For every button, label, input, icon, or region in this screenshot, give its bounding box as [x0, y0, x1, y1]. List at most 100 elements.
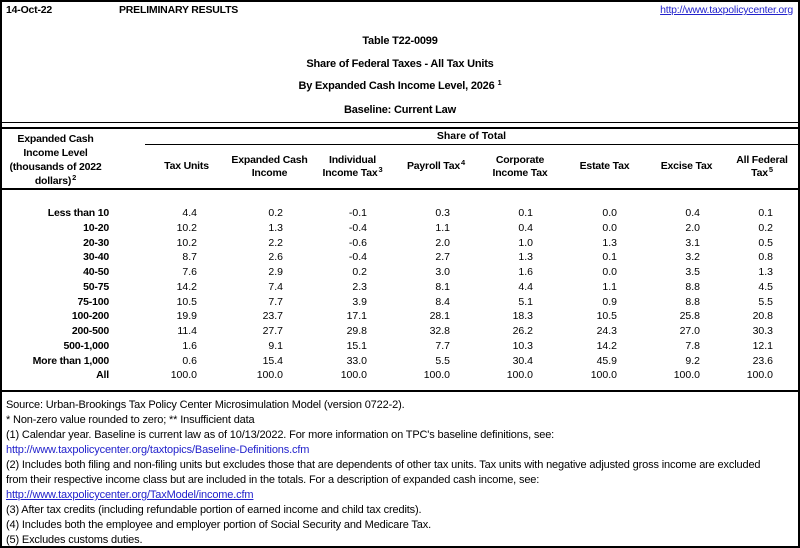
cell-value: -0.4	[348, 251, 367, 264]
cell-value: 1.0	[518, 236, 533, 249]
cell-value: 10.3	[512, 339, 533, 352]
row-label: Less than 10	[47, 207, 109, 219]
cell-value: 2.6	[268, 251, 283, 264]
column-header-excise-tax: Excise Tax	[660, 160, 713, 172]
table-row-75-100: 75-100 10.5 7.7 3.9 8.4 5.1 0.9 8.8 5.5	[2, 295, 798, 310]
cell-value: -0.4	[348, 221, 367, 234]
cell-value: 4.4	[518, 280, 533, 293]
footnote-line: from their respective income class but a…	[6, 474, 540, 486]
cell-value: 100.0	[170, 369, 197, 382]
cell-value: 2.9	[268, 266, 283, 278]
footnote-ref-3: 3	[378, 164, 383, 174]
cell-value: 0.5	[758, 236, 773, 249]
cell-value: 100.0	[506, 369, 533, 382]
cell-value: 14.2	[176, 280, 197, 293]
cell-value: 0.1	[602, 251, 617, 264]
column-header-estate-tax: Estate Tax	[579, 160, 630, 172]
column-header-expanded-cash-income: Expanded Cash Income	[231, 153, 308, 179]
cell-value: 23.7	[262, 310, 283, 323]
cell-value: 5.5	[435, 354, 450, 367]
cell-value: 1.3	[758, 266, 773, 278]
cell-value: 100.0	[423, 369, 450, 382]
table-row-40-50: 40-50 7.6 2.9 0.2 3.0 1.6 0.0 3.5 1.3	[2, 265, 798, 280]
cell-value: 7.4	[268, 280, 283, 293]
column-header-payroll-tax: Payroll Tax4	[406, 158, 466, 172]
cell-value: 10.5	[176, 295, 197, 308]
footnote-link[interactable]: http://www.taxpolicycenter.org/TaxModel/…	[6, 489, 254, 501]
cell-value: 1.6	[518, 266, 533, 278]
cell-value: 0.2	[268, 207, 283, 219]
cell-value: 7.7	[435, 339, 450, 352]
cell-value: 14.2	[596, 339, 617, 352]
report-date: 14-Oct-22	[6, 4, 53, 16]
footnote-ref-2: 2	[72, 173, 77, 182]
income-level-header-line: Expanded Cash	[17, 133, 94, 145]
cell-value: 5.5	[758, 295, 773, 308]
table-row-all: All 100.0 100.0 100.0 100.0 100.0 100.0 100.0 10…	[2, 368, 798, 383]
table-row-30-40: 30-40 8.7 2.6 -0.4 2.7 1.3 0.1 3.2 0.8	[2, 250, 798, 265]
header-bottom-rule	[2, 188, 798, 190]
table-row-100-200: 100-200 19.9 23.7 17.1 28.1 18.3 10.5 25.8 20.8	[2, 309, 798, 324]
table-row-less-than-10: Less than 10 4.4 0.2 -0.1 0.3 0.1 0.0 0.4 0.1	[2, 206, 798, 221]
share-of-total-group-header: Share of Total	[145, 129, 798, 145]
cell-value: 1.1	[602, 280, 617, 293]
cell-value: 5.1	[518, 295, 533, 308]
cell-value: 7.6	[182, 266, 197, 278]
cell-value: 9.1	[268, 339, 283, 352]
footnote-line: * Non-zero value rounded to zero; ** Ins…	[6, 414, 255, 426]
cell-value: 100.0	[256, 369, 283, 382]
income-level-header-line: Income Level	[23, 147, 88, 159]
table-row-200-500: 200-500 11.4 27.7 29.8 32.8 26.2 24.3 27.0 30.3	[2, 324, 798, 339]
cell-value: 3.2	[685, 251, 700, 264]
cell-value: 26.2	[512, 325, 533, 337]
cell-value: 100.0	[590, 369, 617, 382]
income-level-header-line: dollars)2	[34, 173, 77, 187]
cell-value: 20.8	[752, 310, 773, 323]
column-header-corporate-income-tax: Corporate Income Tax	[492, 153, 548, 179]
cell-value: 8.8	[685, 295, 700, 308]
footnote-link[interactable]: http://www.taxpolicycenter.org/taxtopics…	[6, 444, 310, 456]
table-top-thin-rule	[2, 122, 798, 123]
row-label: More than 1,000	[32, 354, 110, 367]
cell-value: 3.0	[435, 266, 450, 278]
column-header-tax-units: Tax Units	[164, 160, 209, 172]
cell-value: 2.2	[268, 236, 283, 249]
cell-value: 0.3	[435, 207, 450, 219]
cell-value: 4.4	[182, 207, 197, 219]
cell-value: 3.9	[352, 295, 367, 308]
cell-value: 29.8	[346, 325, 367, 337]
table-bottom-rule	[2, 390, 798, 392]
cell-value: 30.4	[512, 354, 533, 367]
cell-value: 8.1	[435, 280, 450, 293]
taxpolicycenter-link[interactable]: http://www.taxpolicycenter.org	[660, 4, 793, 16]
table-row-more-than-1-000: More than 1,000 0.6 15.4 33.0 5.5 30.4 45.9 9.2…	[2, 354, 798, 369]
cell-value: 0.2	[352, 266, 367, 278]
footnote-line: (2) Includes both filing and non-filing …	[6, 459, 761, 471]
cell-value: 8.4	[435, 295, 450, 308]
cell-value: 24.3	[596, 325, 617, 337]
cell-value: 27.0	[679, 325, 700, 337]
table-row-500-1-000: 500-1,000 1.6 9.1 15.1 7.7 10.3 14.2 7.8 12.1	[2, 339, 798, 354]
income-level-column-header: Expanded Cash Income Level (thousands of 2…	[2, 132, 109, 189]
table-grouping-title: By Expanded Cash Income Level, 2026 1	[298, 78, 502, 92]
footnote-line: (1) Calendar year. Baseline is current l…	[6, 429, 555, 441]
cell-value: 45.9	[596, 354, 617, 367]
table-subject-title: Share of Federal Taxes - All Tax Units	[306, 57, 494, 70]
footnote-line: Source: Urban-Brookings Tax Policy Cente…	[6, 399, 405, 411]
cell-value: 1.3	[602, 236, 617, 249]
cell-value: 3.1	[685, 236, 700, 249]
cell-value: 10.5	[596, 310, 617, 323]
cell-value: 7.8	[685, 339, 700, 352]
footnote-line: http://www.taxpolicycenter.org/TaxModel/…	[6, 488, 798, 503]
column-headers: Tax Units Expanded Cash Income Individual In…	[145, 145, 798, 188]
cell-value: 3.5	[685, 266, 700, 278]
cell-value: 18.3	[512, 310, 533, 323]
cell-value: 0.6	[182, 354, 197, 367]
row-label: 40-50	[83, 266, 109, 278]
title-block: Table T22-0099 Share of Federal Taxes - …	[2, 30, 798, 121]
footnote-line: (3) After tax credits (including refunda…	[6, 504, 422, 516]
cell-value: 17.1	[346, 310, 367, 323]
preliminary-results-label: PRELIMINARY RESULTS	[119, 4, 239, 16]
table-header: Expanded Cash Income Level (thousands of 2…	[2, 129, 798, 188]
